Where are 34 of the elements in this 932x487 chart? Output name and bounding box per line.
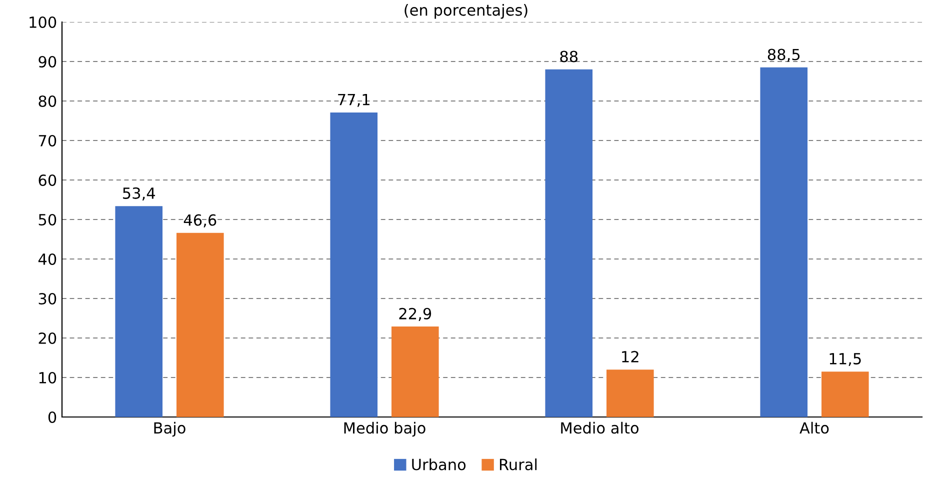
y-tick-label: 50 (38, 214, 56, 226)
data-label: 77,1 (338, 94, 370, 107)
y-tick-label: 10 (39, 372, 56, 384)
y-tick-label: 20 (38, 332, 56, 344)
legend-label: Urbano (412, 458, 466, 470)
data-label: 22,9 (399, 308, 432, 321)
data-label: 88,5 (768, 48, 800, 62)
data-label: 46,6 (184, 214, 216, 228)
data-label: 12 (622, 350, 638, 362)
y-tick-label: 80 (38, 95, 56, 108)
y-tick-label: 90 (38, 56, 56, 68)
x-tick-label: Medio alto (561, 422, 638, 434)
y-tick-label: 70 (38, 134, 56, 147)
y-tick-label: 40 (38, 253, 56, 266)
bar (176, 232, 224, 417)
data-label: 53,4 (123, 187, 156, 200)
x-tick-label: Alto (800, 422, 829, 434)
data-label: 11,5 (830, 353, 861, 366)
bar (760, 67, 808, 417)
y-tick-label: 0 (48, 411, 56, 424)
x-tick-label: Medio bajo (344, 422, 426, 437)
x-tick-label: Bajo (154, 422, 186, 437)
bar (391, 326, 439, 417)
data-label: 88 (560, 50, 578, 62)
y-tick-label: 30 (38, 292, 56, 305)
legend-label: Rural (500, 458, 537, 470)
bar (330, 112, 378, 417)
y-tick-label: 100 (30, 16, 56, 28)
bar (545, 69, 593, 417)
bar (115, 206, 163, 417)
bar (821, 372, 869, 417)
bar (606, 370, 654, 417)
y-tick-label: 60 (38, 174, 56, 186)
chart-subtitle: (en porcentajes) (404, 4, 528, 19)
